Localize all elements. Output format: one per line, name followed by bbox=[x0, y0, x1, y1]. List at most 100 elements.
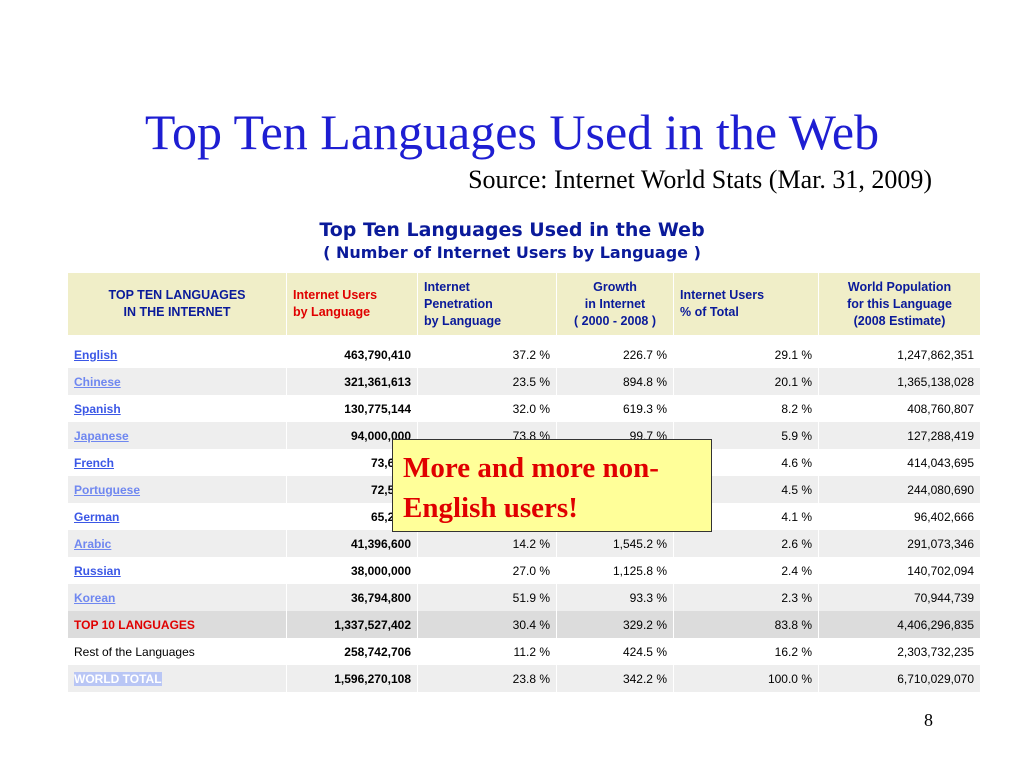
cell-internet-users: 1,596,270,108 bbox=[286, 665, 418, 692]
cell-percent-of-total: 20.1 % bbox=[673, 368, 819, 395]
language-link[interactable]: Arabic bbox=[74, 536, 112, 551]
callout-box: More and more non- English users! bbox=[392, 439, 712, 532]
language-link[interactable]: German bbox=[74, 509, 120, 524]
cell-percent-of-total: 29.1 % bbox=[673, 341, 819, 368]
cell-growth: 342.2 % bbox=[556, 665, 674, 692]
cell-percent-of-total: 2.3 % bbox=[673, 584, 819, 611]
cell-percent-of-total: 16.2 % bbox=[673, 638, 819, 665]
language-link[interactable]: English bbox=[74, 347, 118, 362]
cell-language[interactable]: Arabic bbox=[68, 530, 287, 557]
cell-growth: 329.2 % bbox=[556, 611, 674, 638]
cell-penetration: 27.0 % bbox=[417, 557, 557, 584]
page-number: 8 bbox=[924, 710, 933, 730]
cell-internet-users: 1,337,527,402 bbox=[286, 611, 418, 638]
cell-percent-of-total: 8.2 % bbox=[673, 395, 819, 422]
cell-world-population: 2,303,732,235 bbox=[818, 638, 981, 665]
table-row: WORLD TOTAL 1,596,270,108 23.8 % 342.2 % 100… bbox=[68, 665, 981, 692]
language-link[interactable]: Japanese bbox=[74, 428, 129, 443]
cell-internet-users: 321,361,613 bbox=[286, 368, 418, 395]
language-link[interactable]: French bbox=[74, 455, 115, 470]
cell-world-population: 291,073,346 bbox=[818, 530, 981, 557]
cell-language[interactable]: English bbox=[68, 341, 287, 368]
cell-internet-users: 41,396,600 bbox=[286, 530, 418, 557]
table-row: Chinese 321,361,613 23.5 % 894.8 % 20.1 % 1,3… bbox=[68, 368, 981, 395]
cell-internet-users: 38,000,000 bbox=[286, 557, 418, 584]
language-label: WORLD TOTAL bbox=[74, 671, 162, 686]
cell-world-population: 127,288,419 bbox=[818, 422, 981, 449]
cell-world-population: 4,406,296,835 bbox=[818, 611, 981, 638]
table-subtitle: ( Number of Internet Users by Language ) bbox=[323, 243, 701, 262]
header-world-population: World Population for this Language (2008 E… bbox=[818, 273, 981, 335]
table-row: Spanish 130,775,144 32.0 % 619.3 % 8.2 % 408,… bbox=[68, 395, 981, 422]
cell-penetration: 11.2 % bbox=[417, 638, 557, 665]
language-link[interactable]: Spanish bbox=[74, 401, 121, 416]
language-link[interactable]: Russian bbox=[74, 563, 121, 578]
table-title-block: Top Ten Languages Used in the Web ( Numb… bbox=[0, 218, 1024, 264]
cell-percent-of-total: 100.0 % bbox=[673, 665, 819, 692]
cell-world-population: 70,944,739 bbox=[818, 584, 981, 611]
cell-percent-of-total: 2.6 % bbox=[673, 530, 819, 557]
table-row: Rest of the Languages 258,742,706 11.2 % 42… bbox=[68, 638, 981, 665]
cell-percent-of-total: 83.8 % bbox=[673, 611, 819, 638]
callout-line-1: More and more non- bbox=[403, 452, 659, 484]
callout-line-2: English users! bbox=[403, 492, 578, 524]
header-percent-of-total: Internet Users% of Total bbox=[673, 273, 819, 335]
cell-penetration: 32.0 % bbox=[417, 395, 557, 422]
header-growth: Growth in Internet( 2000 - 2008 ) bbox=[556, 273, 674, 335]
cell-language[interactable]: Chinese bbox=[68, 368, 287, 395]
table-row: TOP 10 LANGUAGES 1,337,527,402 30.4 % 329.2… bbox=[68, 611, 981, 638]
cell-growth: 1,125.8 % bbox=[556, 557, 674, 584]
table-header-row: TOP TEN LANGUAGES IN THE INTERNET Interne… bbox=[68, 273, 981, 335]
cell-growth: 619.3 % bbox=[556, 395, 674, 422]
table-row: Arabic 41,396,600 14.2 % 1,545.2 % 2.6 % 291,… bbox=[68, 530, 981, 557]
header-penetration: Internet Penetration by Language bbox=[417, 273, 557, 335]
language-link[interactable]: Portuguese bbox=[74, 482, 141, 497]
cell-internet-users: 463,790,410 bbox=[286, 341, 418, 368]
cell-language[interactable]: Korean bbox=[68, 584, 287, 611]
cell-growth: 226.7 % bbox=[556, 341, 674, 368]
cell-world-population: 6,710,029,070 bbox=[818, 665, 981, 692]
cell-language[interactable]: Japanese bbox=[68, 422, 287, 449]
language-link[interactable]: Chinese bbox=[74, 374, 121, 389]
cell-world-population: 1,365,138,028 bbox=[818, 368, 981, 395]
cell-language[interactable]: Spanish bbox=[68, 395, 287, 422]
cell-world-population: 1,247,862,351 bbox=[818, 341, 981, 368]
cell-world-population: 96,402,666 bbox=[818, 503, 981, 530]
cell-language: Rest of the Languages bbox=[68, 638, 287, 665]
cell-growth: 894.8 % bbox=[556, 368, 674, 395]
slide-subtitle: Source: Internet World Stats (Mar. 31, 2… bbox=[468, 165, 932, 194]
cell-world-population: 244,080,690 bbox=[818, 476, 981, 503]
table-row: Russian 38,000,000 27.0 % 1,125.8 % 2.4 % 140… bbox=[68, 557, 981, 584]
table-row: Korean 36,794,800 51.9 % 93.3 % 2.3 % 70,944,… bbox=[68, 584, 981, 611]
table-row: Japanese 94,000,000 73.8 % 99.7 % 5.9 % 127,2… bbox=[68, 422, 981, 449]
header-internet-users: Internet Users by Language bbox=[286, 273, 418, 335]
table-title: Top Ten Languages Used in the Web bbox=[319, 219, 705, 241]
cell-language: TOP 10 LANGUAGES bbox=[68, 611, 287, 638]
slide-title: Top Ten Languages Used in the Web bbox=[144, 104, 880, 160]
cell-growth: 1,545.2 % bbox=[556, 530, 674, 557]
cell-language[interactable]: Russian bbox=[68, 557, 287, 584]
cell-penetration: 14.2 % bbox=[417, 530, 557, 557]
cell-penetration: 23.5 % bbox=[417, 368, 557, 395]
header-language: TOP TEN LANGUAGES IN THE INTERNET bbox=[68, 273, 287, 335]
cell-penetration: 30.4 % bbox=[417, 611, 557, 638]
cell-penetration: 37.2 % bbox=[417, 341, 557, 368]
cell-language[interactable]: French bbox=[68, 449, 287, 476]
cell-growth: 424.5 % bbox=[556, 638, 674, 665]
cell-percent-of-total: 2.4 % bbox=[673, 557, 819, 584]
table-row: English 463,790,410 37.2 % 226.7 % 29.1 % 1,2… bbox=[68, 341, 981, 368]
cell-internet-users: 130,775,144 bbox=[286, 395, 418, 422]
language-link[interactable]: Korean bbox=[74, 590, 116, 605]
cell-growth: 93.3 % bbox=[556, 584, 674, 611]
cell-penetration: 23.8 % bbox=[417, 665, 557, 692]
language-label: TOP 10 LANGUAGES bbox=[74, 617, 195, 632]
cell-world-population: 408,760,807 bbox=[818, 395, 981, 422]
language-label: Rest of the Languages bbox=[74, 644, 195, 659]
cell-language: WORLD TOTAL bbox=[68, 665, 287, 692]
cell-penetration: 51.9 % bbox=[417, 584, 557, 611]
cell-language[interactable]: German bbox=[68, 503, 287, 530]
cell-world-population: 414,043,695 bbox=[818, 449, 981, 476]
cell-language[interactable]: Portuguese bbox=[68, 476, 287, 503]
cell-internet-users: 36,794,800 bbox=[286, 584, 418, 611]
cell-internet-users: 258,742,706 bbox=[286, 638, 418, 665]
